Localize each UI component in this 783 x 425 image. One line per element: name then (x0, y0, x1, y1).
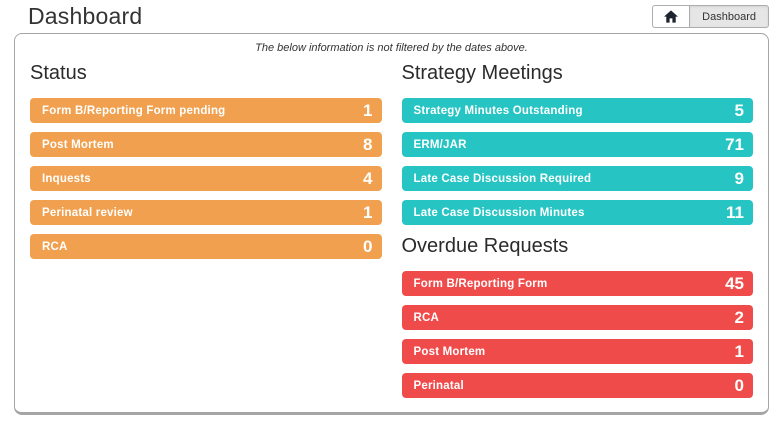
overdue-stat-bar[interactable]: RCA 2 (401, 305, 753, 330)
strategy-stat-bar[interactable]: Strategy Minutes Outstanding 5 (401, 98, 753, 123)
status-column: Status Form B/Reporting Form pending 1 P… (30, 56, 382, 407)
stat-bar-label: Form B/Reporting Form (413, 277, 548, 290)
status-stat-bar[interactable]: RCA 0 (30, 234, 382, 259)
dashboard-nav-button[interactable]: Dashboard (689, 5, 769, 28)
strategy-meetings-heading: Strategy Meetings (401, 62, 563, 84)
stat-bar-label: RCA (413, 311, 440, 324)
strategy-stat-bar[interactable]: Late Case Discussion Minutes 11 (401, 200, 753, 225)
stat-bar-label: Form B/Reporting Form pending (42, 104, 226, 117)
strategy-stat-bar[interactable]: Late Case Discussion Required 9 (401, 166, 753, 191)
overdue-requests-bar-list: Form B/Reporting Form 45 RCA 2 Post Mort… (401, 271, 753, 398)
filter-note: The below information is not filtered by… (255, 42, 528, 54)
overdue-requests-heading: Overdue Requests (401, 235, 569, 257)
strategy-stat-bar[interactable]: ERM/JAR 71 (401, 132, 753, 157)
stat-bar-value: 0 (734, 375, 744, 395)
stat-bar-label: RCA (42, 240, 68, 253)
page-title: Dashboard (28, 3, 143, 29)
stat-bar-label: Perinatal (413, 379, 464, 392)
overdue-stat-bar[interactable]: Perinatal 0 (401, 373, 753, 398)
status-stat-bar[interactable]: Post Mortem 8 (30, 132, 382, 157)
stat-bar-value: 8 (363, 134, 373, 154)
stat-bar-label: Perinatal review (42, 206, 133, 219)
status-stat-bar[interactable]: Inquests 4 (30, 166, 382, 191)
stat-bar-value: 9 (734, 168, 744, 188)
stat-bar-value: 4 (363, 168, 373, 188)
stat-bar-label: Post Mortem (413, 345, 486, 358)
stat-bar-label: Post Mortem (42, 138, 114, 151)
stat-bar-label: Inquests (42, 172, 91, 185)
stat-bar-value: 45 (725, 273, 744, 293)
stat-bar-label: Late Case Discussion Minutes (413, 206, 585, 219)
dashboard-panel: The below information is not filtered by… (14, 33, 769, 415)
header-nav: Dashboard (652, 5, 769, 28)
status-stat-bar[interactable]: Form B/Reporting Form pending 1 (30, 98, 382, 123)
stat-bar-value: 2 (734, 307, 744, 327)
stat-bar-value: 0 (363, 236, 373, 256)
stat-bar-value: 1 (734, 341, 744, 361)
stat-bar-value: 1 (363, 202, 373, 222)
home-button[interactable] (652, 5, 690, 28)
stat-bar-value: 1 (363, 100, 373, 120)
overdue-stat-bar[interactable]: Post Mortem 1 (401, 339, 753, 364)
right-column: Strategy Meetings Strategy Minutes Outst… (401, 56, 753, 407)
status-stat-bar[interactable]: Perinatal review 1 (30, 200, 382, 225)
stat-bar-value: 5 (734, 100, 744, 120)
stat-bar-label: Late Case Discussion Required (413, 172, 592, 185)
strategy-meetings-bar-list: Strategy Minutes Outstanding 5 ERM/JAR 7… (401, 98, 753, 225)
page-header: Dashboard Dashboard (0, 0, 783, 33)
status-heading: Status (30, 62, 87, 84)
overdue-stat-bar[interactable]: Form B/Reporting Form 45 (401, 271, 753, 296)
stat-bar-label: ERM/JAR (413, 138, 467, 151)
status-bar-list: Form B/Reporting Form pending 1 Post Mor… (30, 98, 382, 259)
stat-bar-value: 11 (726, 202, 744, 222)
home-icon (664, 10, 679, 23)
stat-bar-value: 71 (725, 134, 744, 154)
dashboard-columns: Status Form B/Reporting Form pending 1 P… (30, 56, 753, 407)
stat-bar-label: Strategy Minutes Outstanding (413, 104, 583, 117)
